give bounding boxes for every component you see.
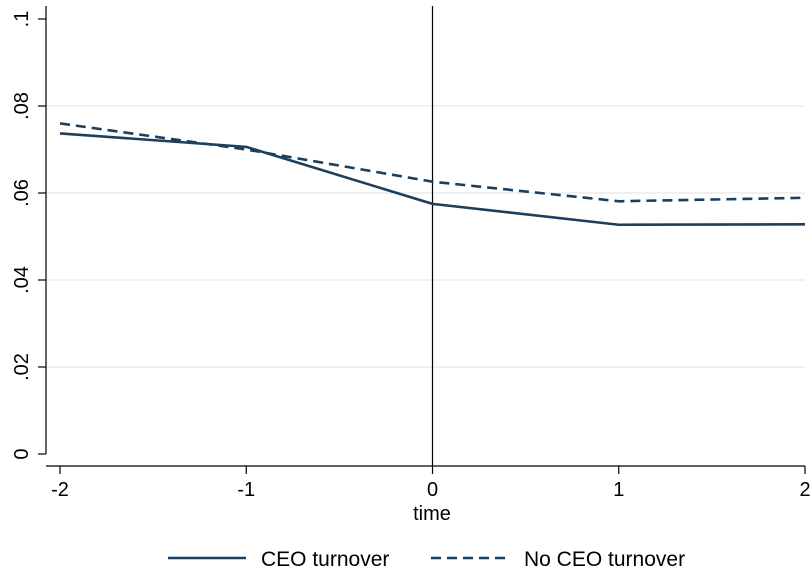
x-tick-label-3: 1 [613, 479, 624, 501]
legend-label-0: CEO turnover [261, 548, 389, 571]
x-tick-label-1: -1 [237, 479, 255, 501]
series-lines [59, 122, 806, 227]
y-axis-ticks: 0 .02 .04 .06 .08 .1 [11, 11, 46, 460]
x-axis-title: time [413, 503, 451, 525]
series-line-no-ceo-turnover [59, 122, 806, 203]
x-tick-label-0: -2 [51, 479, 69, 501]
grid-lines [47, 105, 805, 368]
x-tick-label-2: 0 [427, 479, 438, 501]
y-tick-label-2: .04 [11, 266, 33, 294]
y-tick-label-1: .02 [11, 353, 33, 381]
legend-label-1: No CEO turnover [524, 548, 685, 571]
y-tick-label-0: 0 [11, 448, 33, 459]
y-tick-label-4: .08 [11, 92, 33, 120]
x-tick-label-4: 2 [799, 479, 810, 501]
x-axis-ticks: -2 -1 0 1 2 [51, 466, 811, 501]
y-tick-label-5: .1 [11, 11, 33, 28]
legend: CEO turnover No CEO turnover [168, 548, 685, 571]
series-line-ceo-turnover [59, 132, 806, 227]
y-tick-label-3: .06 [11, 179, 33, 207]
